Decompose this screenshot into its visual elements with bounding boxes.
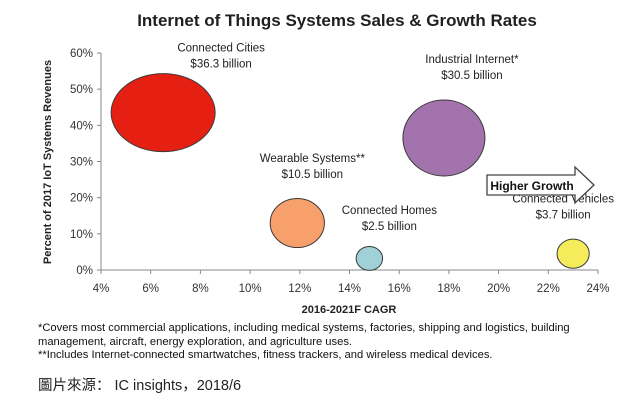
bubble-label-value: $3.7 billion [536, 209, 591, 221]
higher-growth-label: Higher Growth [490, 179, 573, 193]
footnotes: *Covers most commercial applications, in… [38, 322, 633, 363]
bubble-label-name: Industrial Internet* [425, 54, 519, 66]
x-tick-label: 12% [288, 283, 311, 295]
bubble-label-value: $30.5 billion [441, 70, 502, 82]
bubble-connected-vehicles [556, 238, 590, 269]
y-tick-label: 20% [70, 193, 93, 205]
y-tick-label: 60% [70, 48, 93, 60]
x-tick-label: 6% [142, 283, 159, 295]
bubble-chart: Internet of Things Systems Sales & Growt… [42, 11, 614, 316]
x-tick-label: 22% [537, 283, 560, 295]
bubble-label-name: Connected Cities [177, 43, 265, 55]
footnote-commercial: *Covers most commercial applications, in… [38, 322, 570, 348]
bubble-label-name: Connected Vehicles [512, 193, 614, 205]
x-tick-label: 20% [487, 283, 510, 295]
axes: 4% 6% 8% 10% 12% 14% 16% 18% 20% 22% 24% 0% 10% 20% 30… [70, 48, 610, 295]
chart-title: Internet of Things Systems Sales & Growt… [137, 11, 537, 30]
footnote-wearables: **Includes Internet-connected smartwatch… [38, 349, 493, 362]
y-tick-label: 50% [70, 84, 93, 96]
higher-growth-arrow-icon [486, 165, 595, 205]
bubble-label-value: $36.3 billion [190, 59, 251, 71]
x-tick-label: 10% [239, 283, 262, 295]
higher-growth-annotation: Higher Growth [486, 165, 595, 205]
bubble-label-value: $10.5 billion [282, 169, 343, 181]
image-source: 圖片來源： IC insights，2018/6 [38, 378, 242, 394]
bubble-label-value: $2.5 billion [362, 221, 417, 233]
bubble-industrial-internet [402, 99, 486, 177]
bubble-label-name: Wearable Systems** [260, 153, 366, 165]
x-tick-label: 18% [437, 283, 460, 295]
bubble-wearable-systems [269, 197, 325, 249]
x-tick-label: 24% [586, 283, 609, 295]
x-tick-label: 16% [388, 283, 411, 295]
x-tick-label: 8% [192, 283, 209, 295]
x-tick-label: 14% [338, 283, 361, 295]
x-tick-label: 4% [93, 283, 110, 295]
y-tick-label: 40% [70, 120, 93, 132]
x-axis-label: 2016-2021F CAGR [302, 304, 397, 316]
bubbles: Connected Cities $36.3 billion Industrial … [110, 43, 614, 271]
y-tick-label: 10% [70, 229, 93, 241]
y-axis-label: Percent of 2017 IoT Systems Revenues [42, 60, 54, 264]
bubble-label-name: Connected Homes [342, 205, 437, 217]
y-tick-label: 30% [70, 157, 93, 169]
bubble-connected-cities [110, 73, 216, 153]
bubble-connected-homes [355, 245, 384, 271]
y-tick-label: 0% [76, 265, 93, 277]
